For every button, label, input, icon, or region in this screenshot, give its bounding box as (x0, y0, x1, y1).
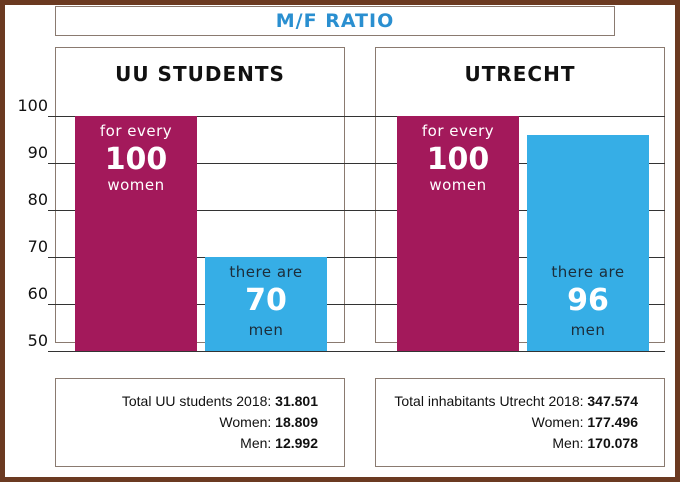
bar-label-top: for every (421, 122, 495, 140)
y-tick-label: 80 (27, 190, 48, 209)
bar-women-uu: for every 100 women (75, 116, 197, 351)
panel-title-uu-students: UU STUDENTS (115, 62, 285, 86)
bar-label-bottom: men (248, 321, 284, 339)
stat-row-women: Women: 177.496 (531, 414, 638, 430)
bar-men-utrecht: there are 96 men (527, 134, 649, 351)
stat-row-total: Total inhabitants Utrecht 2018: 347.574 (394, 393, 638, 409)
stat-row-women: Women: 18.809 (219, 414, 318, 430)
bar-label-bottom: men (570, 320, 606, 339)
panel-title-utrecht: UTRECHT (464, 62, 576, 86)
stats-box-uu: Total UU students 2018: 31.801 Women: 18… (55, 378, 345, 467)
bar-label-number: 100 (104, 142, 168, 177)
bar-label-top: there are (229, 263, 303, 281)
bar-label-number: 100 (426, 142, 490, 177)
stat-row-men: Men: 12.992 (240, 435, 318, 451)
bar-label-top: there are (551, 262, 625, 281)
bar-label-bottom: women (429, 176, 487, 194)
y-tick-label: 70 (27, 237, 48, 256)
y-tick-label: 90 (27, 143, 48, 162)
y-tick-label: 60 (27, 284, 48, 303)
gridline-50-right (345, 351, 665, 352)
y-tick-label: 100 (17, 96, 48, 115)
stats-box-utrecht: Total inhabitants Utrecht 2018: 347.574 … (375, 378, 665, 467)
stat-row-men: Men: 170.078 (552, 435, 638, 451)
stat-row-total: Total UU students 2018: 31.801 (121, 393, 318, 409)
bar-label-top: for every (99, 122, 173, 140)
title-box: M/F RATIO (55, 6, 615, 36)
bar-label-bottom: women (107, 176, 165, 194)
chart-title: M/F RATIO (275, 10, 395, 32)
y-tick-label: 50 (27, 331, 48, 350)
gridline-50 (48, 351, 345, 352)
bar-label-number: 70 (245, 283, 287, 318)
bar-men-uu: there are 70 men (205, 257, 327, 351)
bar-women-utrecht: for every 100 women (397, 116, 519, 351)
bar-label-number: 96 (567, 282, 609, 318)
